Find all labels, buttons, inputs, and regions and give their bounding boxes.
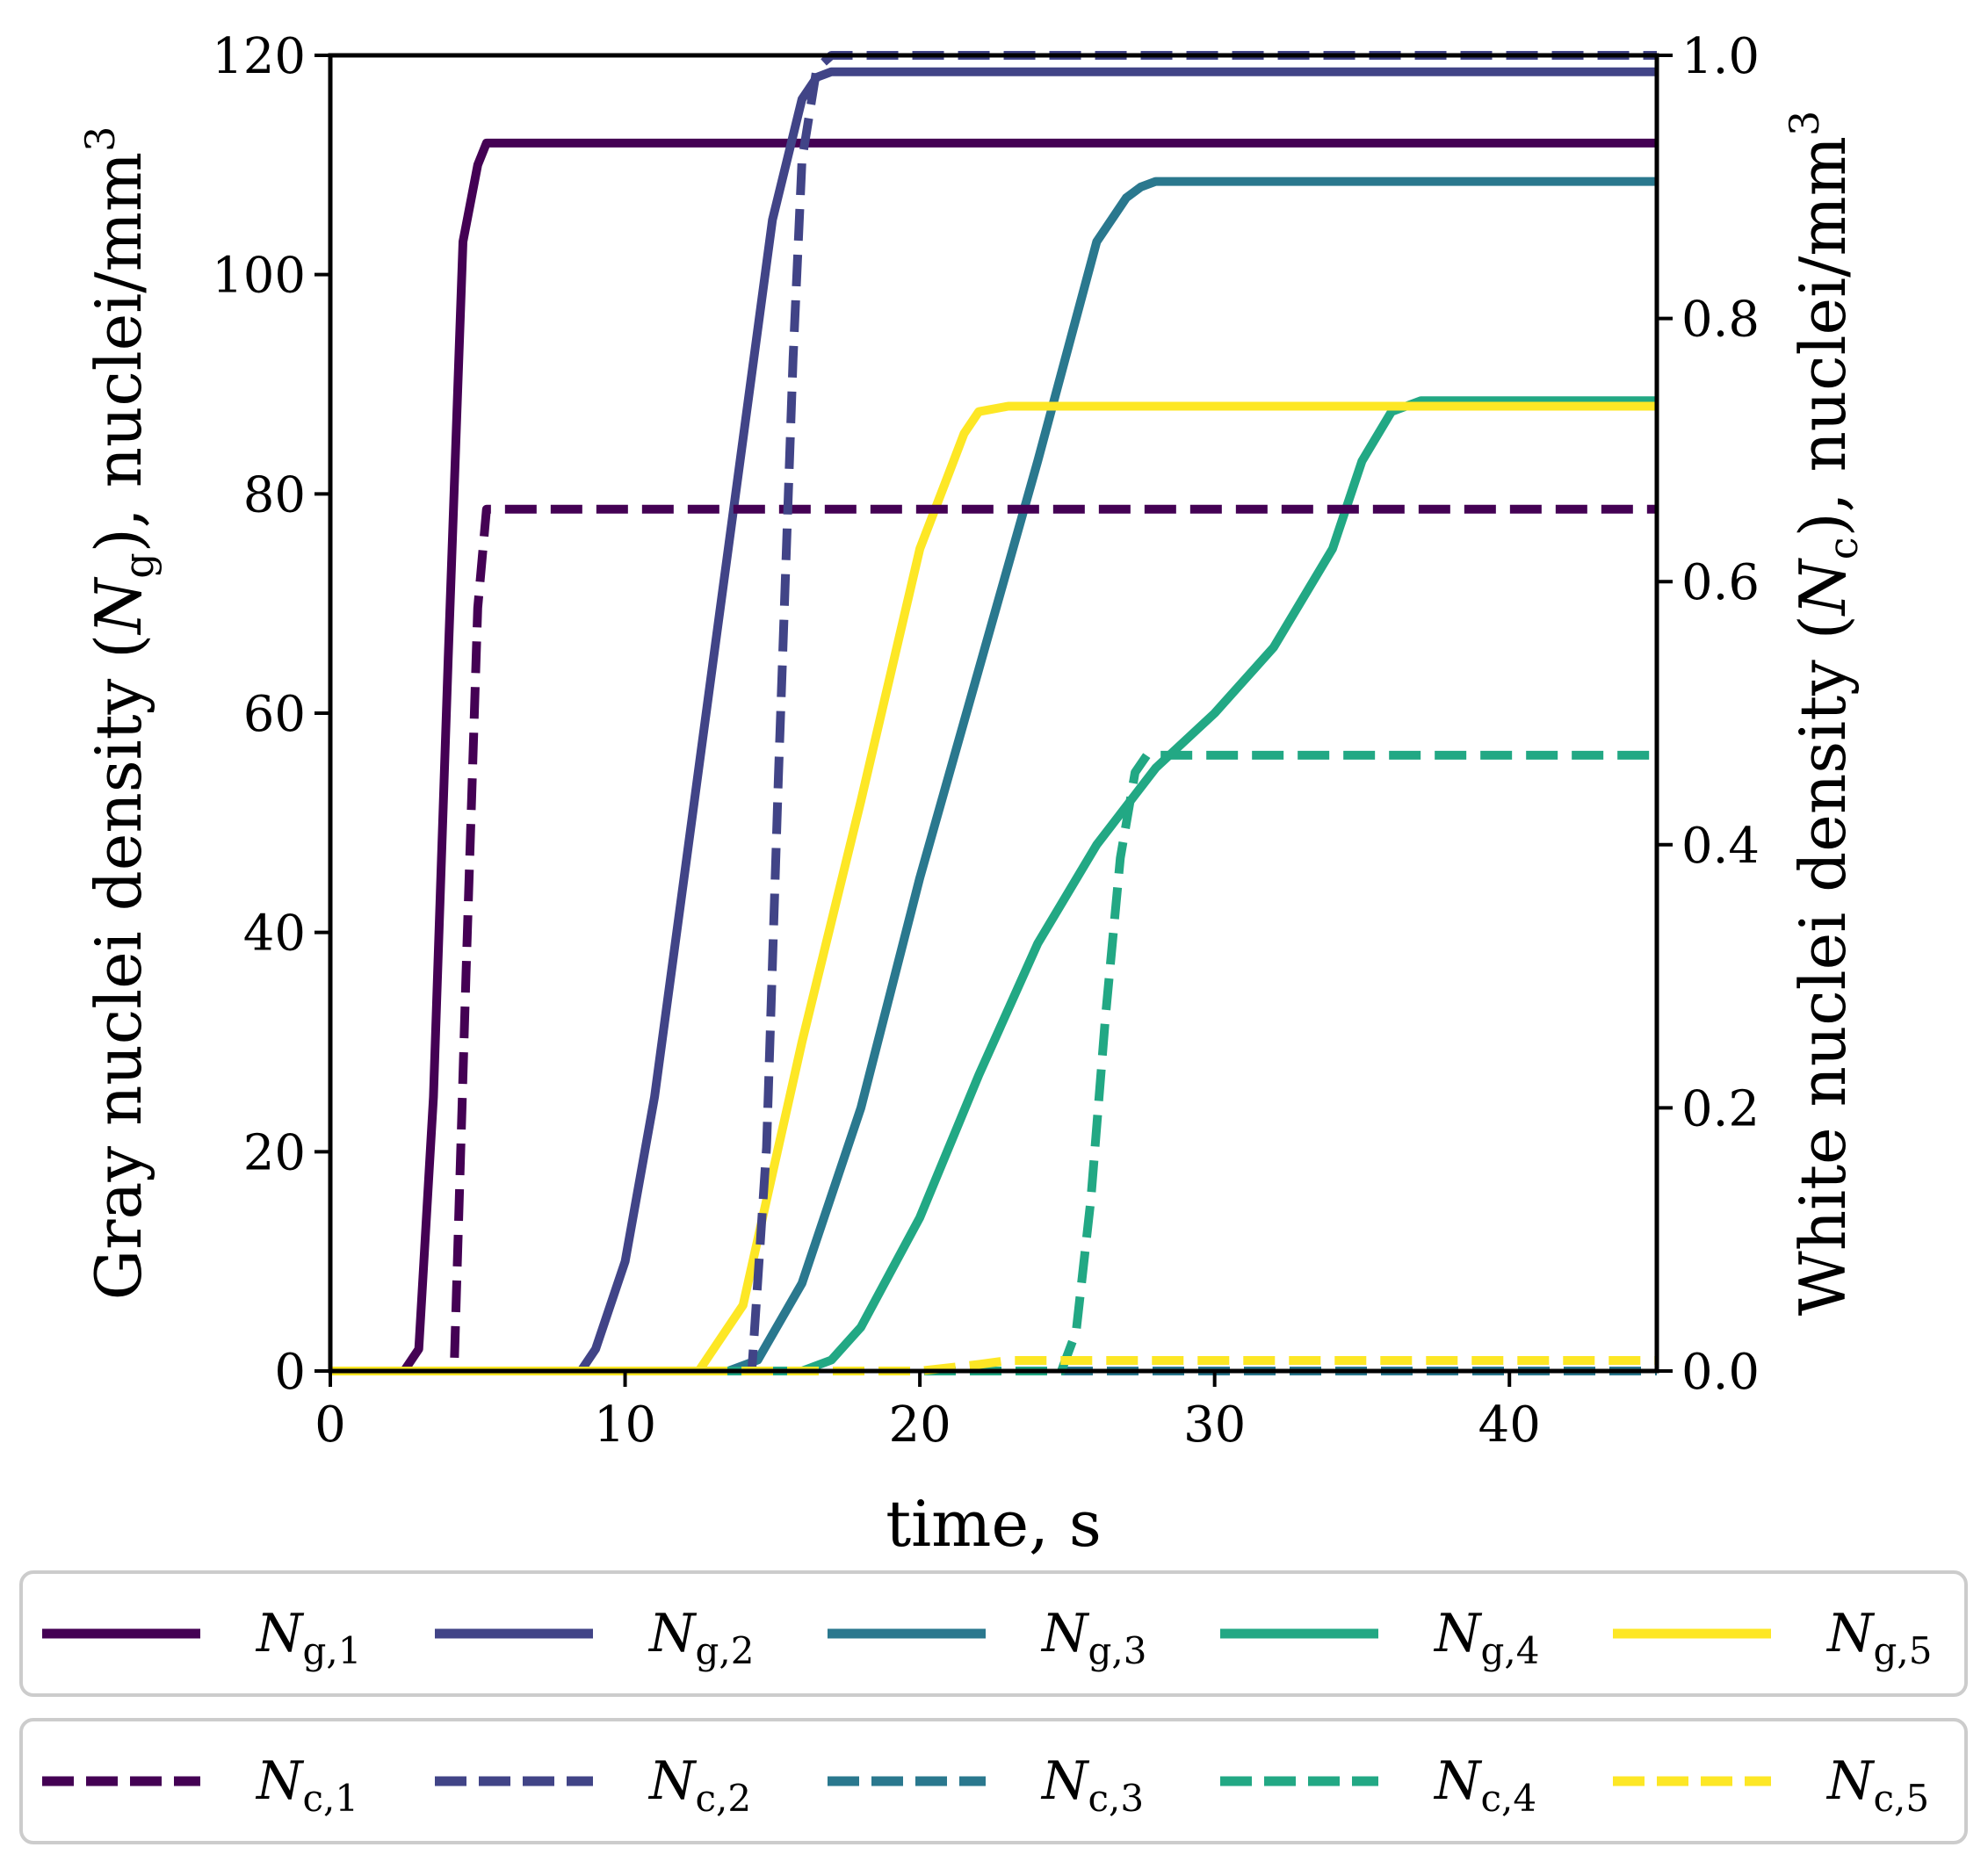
left-y-tick-label: 0 [274,1344,306,1401]
series-line-ng-5 [330,401,1657,1375]
right-y-tick-label: 0.6 [1681,554,1760,611]
x-axis-title: time, s [886,1487,1102,1561]
plot-frame [328,53,1659,1374]
series-line-ng-1 [330,138,1657,1375]
legend-label: Nc,2 [647,1750,751,1820]
legend-label: Ng,2 [647,1603,754,1672]
left-axis-title: Gray nuclei density (Ng), nuclei/mm3 [76,126,163,1301]
x-tick-label: 10 [594,1396,656,1454]
axis-ticks: 0 10 20 30 40 0 20 40 60 80 100 120 0.0 0.2 0.4 0.6 0.8 1… [212,28,1760,1454]
series-line-nc-2 [330,51,1657,1375]
legend-label: Ng,5 [1825,1603,1932,1672]
legend-label: Nc,1 [255,1750,358,1820]
series-line-ng-3 [330,177,1657,1375]
left-y-tick-label: 80 [243,466,306,523]
legend-label: Ng,1 [255,1603,361,1672]
series-lines [330,51,1657,1375]
series-line-nc-4 [330,750,1657,1375]
legend-label: Nc,5 [1825,1750,1929,1820]
legend-box-white [19,1718,1968,1844]
legend: Ng,1 Ng,2 Ng,3 Ng,4 Ng,5 Nc,1 Nc,2 Nc,3 Nc,4 Nc,5 [42,1603,1932,1820]
left-y-tick-label: 120 [212,28,306,85]
right-y-tick-label: 0.0 [1681,1344,1760,1401]
x-tick-label: 30 [1183,1396,1246,1454]
x-tick-label: 0 [314,1396,346,1454]
left-y-tick-label: 100 [212,248,306,305]
legend-label: Ng,3 [1040,1603,1146,1672]
right-y-tick-label: 1.0 [1681,28,1760,85]
left-y-tick-label: 60 [243,686,306,743]
left-y-tick-label: 40 [243,906,306,963]
series-line-nc-1 [330,504,1657,1375]
x-tick-label: 20 [888,1396,951,1454]
x-tick-label: 40 [1478,1396,1541,1454]
series-line-ng-4 [330,396,1657,1375]
series-line-ng-2 [330,67,1657,1375]
legend-box-gray [19,1570,1968,1697]
right-y-tick-label: 0.4 [1681,818,1760,875]
right-y-tick-label: 0.2 [1681,1080,1760,1137]
right-axis-title: White nuclei density (Nc), nuclei/mm3 [1781,111,1867,1317]
legend-label: Nc,3 [1040,1750,1144,1820]
left-y-tick-label: 20 [243,1124,306,1181]
right-y-tick-label: 0.8 [1681,292,1760,349]
legend-label: Ng,4 [1433,1603,1539,1672]
legend-label: Nc,4 [1433,1750,1536,1820]
